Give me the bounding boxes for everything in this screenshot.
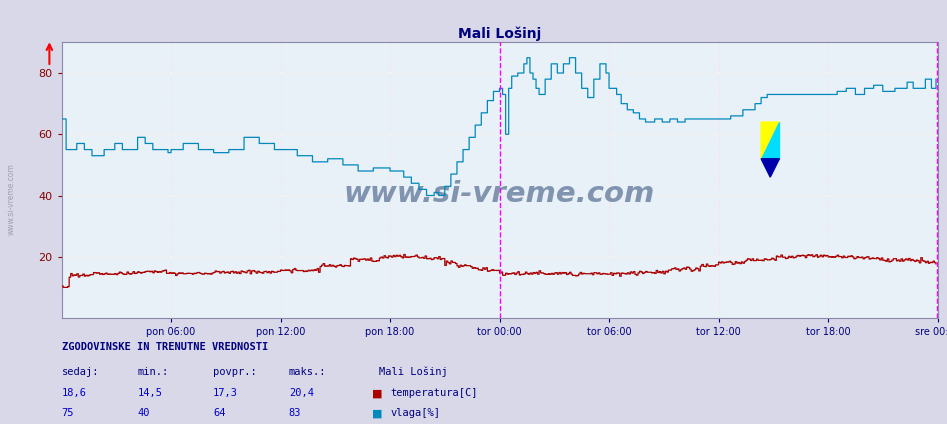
Title: Mali Lošinj: Mali Lošinj bbox=[458, 27, 541, 41]
Text: ■: ■ bbox=[372, 408, 383, 418]
Text: ZGODOVINSKE IN TRENUTNE VREDNOSTI: ZGODOVINSKE IN TRENUTNE VREDNOSTI bbox=[62, 342, 268, 352]
Text: temperatura[C]: temperatura[C] bbox=[390, 388, 477, 399]
Text: 18,6: 18,6 bbox=[62, 388, 86, 399]
Text: vlaga[%]: vlaga[%] bbox=[390, 408, 440, 418]
Text: 17,3: 17,3 bbox=[213, 388, 238, 399]
Text: ■: ■ bbox=[372, 388, 383, 399]
Text: 20,4: 20,4 bbox=[289, 388, 313, 399]
Text: min.:: min.: bbox=[137, 367, 169, 377]
Text: maks.:: maks.: bbox=[289, 367, 327, 377]
Text: Mali Lošinj: Mali Lošinj bbox=[379, 367, 448, 377]
Text: 64: 64 bbox=[213, 408, 225, 418]
Text: sedaj:: sedaj: bbox=[62, 367, 99, 377]
Text: www.si-vreme.com: www.si-vreme.com bbox=[344, 180, 655, 208]
Text: 83: 83 bbox=[289, 408, 301, 418]
Polygon shape bbox=[761, 122, 779, 159]
Text: povpr.:: povpr.: bbox=[213, 367, 257, 377]
Polygon shape bbox=[761, 159, 779, 177]
Text: 75: 75 bbox=[62, 408, 74, 418]
Polygon shape bbox=[761, 122, 779, 159]
Text: 14,5: 14,5 bbox=[137, 388, 162, 399]
Text: 40: 40 bbox=[137, 408, 150, 418]
Text: www.si-vreme.com: www.si-vreme.com bbox=[7, 163, 16, 235]
